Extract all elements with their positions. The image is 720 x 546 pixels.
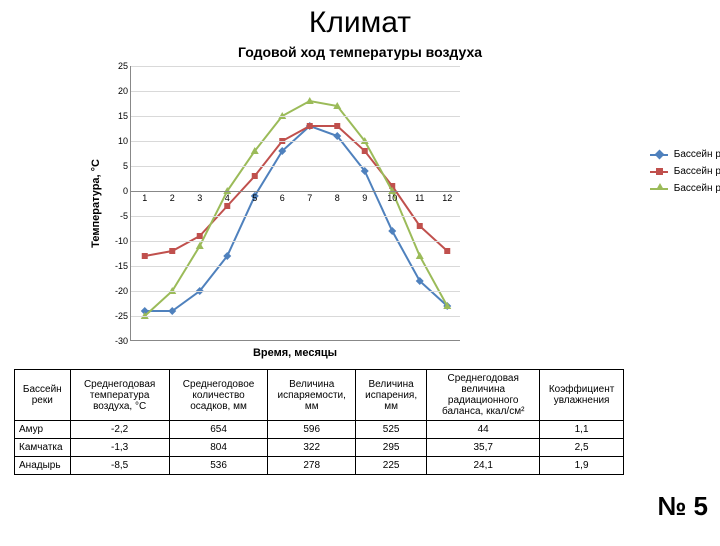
page-title: Климат [0,6,720,40]
x-tick-label: 8 [335,193,340,203]
x-tick-label: 3 [197,193,202,203]
table-cell: 35,7 [427,439,540,457]
legend-item: Бассейн р. Амур [650,183,720,194]
table-cell: 225 [356,457,427,475]
table-cell: -2,2 [70,421,169,439]
table-cell: 1,9 [540,457,624,475]
table-cell: 2,5 [540,439,624,457]
table-cell: 322 [268,439,356,457]
y-tick-label: -15 [115,261,128,271]
y-tick-label: 15 [118,111,128,121]
table-cell: Камчатка [15,439,71,457]
table-cell: -1,3 [70,439,169,457]
table-cell: 596 [268,421,356,439]
table-cell: Анадырь [15,457,71,475]
table-row: Амур-2,2654596525441,1 [15,421,624,439]
y-axis-ticks: 2520151050-5-10-15-20-25-30 [106,66,130,341]
table-cell: 24,1 [427,457,540,475]
table-header-cell: Среднегодовая температура воздуха, °С [70,370,169,421]
chart-container: Годовой ход температуры воздуха Температ… [90,44,630,359]
y-tick-label: 10 [118,136,128,146]
x-tick-label: 9 [362,193,367,203]
x-tick-label: 5 [252,193,257,203]
table-cell: 654 [169,421,268,439]
table-header-row: Бассейн рекиСреднегодовая температура во… [15,370,624,421]
y-tick-label: 0 [123,186,128,196]
table-row: Анадырь-8,553627822524,11,9 [15,457,624,475]
table-cell: 804 [169,439,268,457]
x-tick-label: 6 [280,193,285,203]
table-header-cell: Бассейн реки [15,370,71,421]
data-table: Бассейн рекиСреднегодовая температура во… [14,369,624,475]
table-cell: 278 [268,457,356,475]
y-tick-label: -30 [115,336,128,346]
table-cell: 1,1 [540,421,624,439]
table-row: Камчатка-1,380432229535,72,5 [15,439,624,457]
x-tick-label: 2 [170,193,175,203]
y-tick-label: -25 [115,311,128,321]
x-axis-label: Время, месяцы [130,347,460,359]
chart-svg [131,66,461,341]
x-tick-label: 11 [415,193,424,203]
table-cell: 44 [427,421,540,439]
chart-title: Годовой ход температуры воздуха [90,44,630,60]
table-header-cell: Величина испарения, мм [356,370,427,421]
table-cell: -8,5 [70,457,169,475]
slide-number: № 5 [657,491,708,522]
table-header-cell: Коэффициент увлажнения [540,370,624,421]
y-tick-label: -10 [115,236,128,246]
x-tick-label: 12 [442,193,452,203]
table-cell: 525 [356,421,427,439]
y-tick-label: -5 [120,211,128,221]
table-cell: 295 [356,439,427,457]
y-tick-label: 20 [118,86,128,96]
legend-label: Бассейн р. Камчатка [674,166,720,177]
chart-legend: Бассейн р. Анадырь Бассейн р. Камчатка Бас… [650,149,720,200]
x-tick-label: 10 [387,193,397,203]
legend-label: Бассейн р. Анадырь [674,149,720,160]
legend-label: Бассейн р. Амур [674,183,720,194]
table-header-cell: Среднегодовое количество осадков, мм [169,370,268,421]
legend-item: Бассейн р. Анадырь [650,149,720,160]
x-tick-label: 4 [225,193,230,203]
y-tick-label: 25 [118,61,128,71]
y-tick-label: -20 [115,286,128,296]
table-header-cell: Величина испаряемости, мм [268,370,356,421]
chart-plot: 123456789101112 [130,66,460,341]
x-tick-label: 1 [142,193,147,203]
y-tick-label: 5 [123,161,128,171]
x-tick-label: 7 [307,193,312,203]
table-cell: 536 [169,457,268,475]
table-body: Амур-2,2654596525441,1Камчатка-1,3804322… [15,421,624,475]
table-cell: Амур [15,421,71,439]
legend-item: Бассейн р. Камчатка [650,166,720,177]
table-header-cell: Среднегодовая величина радиационного бал… [427,370,540,421]
y-axis-label: Температура, °С [90,159,106,248]
